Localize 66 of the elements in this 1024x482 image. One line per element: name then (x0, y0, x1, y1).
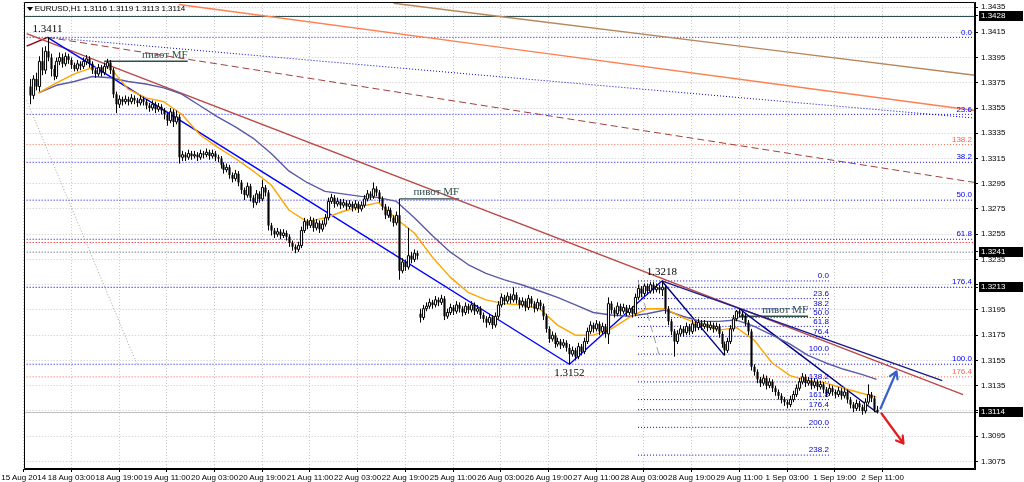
series-label: 138.2 (808, 372, 830, 382)
x-tick-label: 19 Aug 11:00 (143, 473, 191, 482)
series-label: 238.2 (808, 445, 830, 455)
chart-title: EURUSD,H1 1.3116 1.3119 1.3113 1.3114 (34, 4, 186, 14)
x-tick-label: 26 Aug 19:00 (524, 473, 573, 482)
series-label: 0.0 (817, 271, 830, 281)
y-tick-label: 1.3241 (981, 247, 1007, 257)
x-tick-label: 28 Aug 19:00 (668, 473, 716, 482)
series-label: 50.0 (956, 190, 973, 200)
annotation: 1.3411 (32, 21, 63, 34)
y-tick-label: 1.3255 (981, 229, 1007, 239)
y-tick-label: 1.3355 (981, 103, 1007, 113)
series-label: 176.4 (951, 367, 973, 377)
series-label: 100.0 (808, 344, 830, 354)
y-tick-label: 1.3395 (981, 52, 1007, 62)
x-tick-label: 18 Aug 03:00 (47, 473, 96, 482)
candlestick (29, 78, 32, 105)
series-label: 200.0 (808, 417, 830, 427)
series-label: 176.4 (808, 399, 830, 409)
x-tick-label: 1 Sep 19:00 (813, 473, 857, 482)
series-label: 23.6 (813, 288, 830, 298)
x-tick-label: 29 Aug 11:00 (716, 473, 764, 482)
x-tick-label: 28 Aug 03:00 (620, 473, 669, 482)
y-tick-label: 1.3315 (981, 153, 1007, 163)
y-tick-label: 1.3095 (981, 431, 1007, 441)
x-tick-label: 22 Aug 19:00 (381, 473, 430, 482)
x-tick-label: 20 Aug 03:00 (190, 473, 239, 482)
x-tick-label: 22 Aug 03:00 (334, 473, 382, 482)
x-tick-label: 15 Aug 2014 (1, 473, 47, 482)
y-tick-label: 1.3335 (981, 128, 1007, 138)
series-label: 50.0 (813, 307, 830, 317)
series-label: 0.0 (960, 27, 973, 37)
x-tick-label: 1 Sep 03:00 (765, 473, 810, 482)
annotation: 1.3152 (554, 365, 585, 378)
y-tick-label: 1.3415 (981, 27, 1007, 37)
y-tick-label: 1.3155 (981, 355, 1007, 365)
x-tick-label: 26 Aug 03:00 (477, 473, 525, 482)
series-label: 38.2 (956, 152, 973, 162)
x-tick-label: 20 Aug 19:00 (238, 473, 287, 482)
y-tick-label: 1.3175 (981, 330, 1007, 340)
y-tick-label: 1.3428 (981, 11, 1007, 21)
x-tick-label: 2 Sep 11:00 (861, 473, 905, 482)
x-tick-label: 18 Aug 19:00 (95, 473, 144, 482)
series-label: 138.2 (951, 134, 973, 144)
y-tick-label: 1.3235 (981, 254, 1007, 264)
series-label: 76.4 (813, 326, 830, 336)
y-tick-label: 1.3295 (981, 178, 1007, 188)
series-label: 61.8 (956, 229, 973, 239)
series-label: 100.0 (951, 354, 973, 364)
y-tick-label: 1.3275 (981, 204, 1007, 214)
y-tick-label: 1.3435 (981, 2, 1007, 12)
x-tick-label: 25 Aug 11:00 (429, 473, 477, 482)
series-label: пивот MF (762, 302, 808, 315)
y-tick-label: 1.3195 (981, 305, 1007, 315)
y-tick-label: 1.3075 (981, 456, 1007, 466)
x-tick-label: 21 Aug 11:00 (286, 473, 334, 482)
series-label: 176.4 (951, 277, 973, 287)
series-label: 38.2 (813, 298, 830, 308)
y-tick-label: 1.3135 (981, 380, 1007, 390)
annotation: 1.3218 (646, 265, 678, 278)
x-tick-label: 27 Aug 11:00 (572, 473, 621, 482)
y-tick-label: 1.3114 (981, 407, 1006, 417)
y-tick-label: 1.3213 (981, 282, 1007, 292)
series-label: 61.8 (813, 316, 830, 326)
y-tick-label: 1.3375 (981, 77, 1007, 87)
series-label: пивот MF (413, 185, 460, 198)
